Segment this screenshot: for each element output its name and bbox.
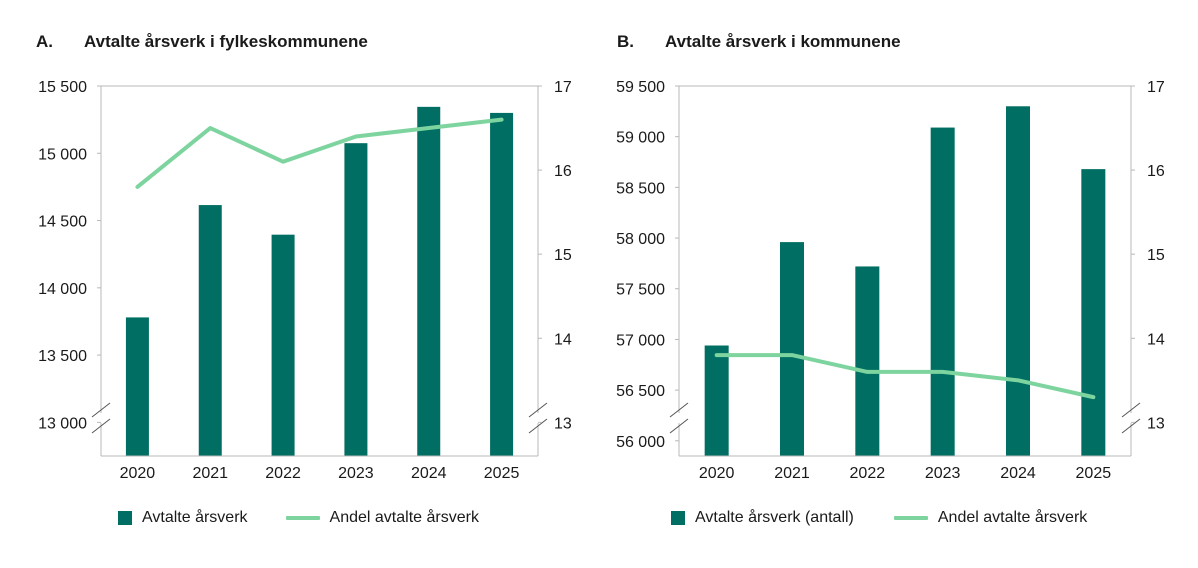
legend-a-bar-swatch <box>118 511 132 525</box>
chart-a-left-axis-break-1 <box>91 402 111 418</box>
chart-b-ytick-right-label: 15 <box>1147 247 1165 264</box>
chart-a-right-axis-break-1 <box>528 402 548 418</box>
chart-b-ytick-left-label: 59 500 <box>616 79 665 96</box>
legend-a-bar-label: Avtalte årsverk <box>142 509 248 526</box>
legend-a-bar-item: Avtalte årsverk <box>118 509 248 527</box>
chart-b-xtick-label: 2025 <box>1076 465 1112 482</box>
chart-b-plot: 56 000 56 500 57 000 57 500 58 000 58 500 59 0… <box>616 79 1165 482</box>
panel-b-letter: B. <box>617 32 634 51</box>
chart-b-ytick-left-label: 58 500 <box>616 180 665 197</box>
chart-b-legend: Avtalte årsverk (antall) Andel avtalte å… <box>671 509 1087 527</box>
chart-b-xtick-label: 2022 <box>850 465 886 482</box>
chart-a-line-series <box>135 117 504 189</box>
chart-b-left-axis-break-1 <box>669 402 689 418</box>
legend-b-bar-label: Avtalte årsverk (antall) <box>695 509 854 526</box>
chart-b-ytick-right-label: 17 <box>1147 79 1165 96</box>
chart-b-bar-2025 <box>1081 169 1106 456</box>
chart-b-line-series <box>714 353 1096 400</box>
legend-b-bar-swatch <box>671 511 685 525</box>
legend-a-line-item: Andel avtalte årsverk <box>285 509 479 527</box>
chart-a-xtick-label: 2021 <box>192 465 228 482</box>
chart-b-ytick-left-label: 57 500 <box>616 282 665 299</box>
chart-b-xtick-label: 2020 <box>699 465 735 482</box>
chart-b-bar-2022 <box>855 266 880 456</box>
chart-b-left-axis-break-2 <box>669 418 689 434</box>
chart-a-ytick-left-label: 15 000 <box>38 146 87 163</box>
chart-a-bar-2021 <box>198 205 222 456</box>
chart-b-ytick-left-label: 57 000 <box>616 332 665 349</box>
chart-a-left-axis-break-2 <box>91 418 111 434</box>
chart-a-plot: 13 000 13 500 14 000 14 500 15 000 15 500 13 14… <box>38 79 572 482</box>
chart-b-xtick-label: 2024 <box>1000 465 1036 482</box>
chart-b-bar-2023 <box>930 127 955 456</box>
chart-b-xtick-label: 2023 <box>925 465 961 482</box>
chart-a-ytick-right-label: 16 <box>554 163 572 180</box>
chart-a-xtick-label: 2024 <box>411 465 447 482</box>
panel-a-title: Avtalte årsverk i fylkeskommunene <box>84 32 368 51</box>
chart-a-xtick-label: 2022 <box>265 465 301 482</box>
chart-a-legend: Avtalte årsverk Andel avtalte årsverk <box>118 509 479 527</box>
chart-a-ytick-right-label: 14 <box>554 331 572 348</box>
legend-b-bar-item: Avtalte årsverk (antall) <box>671 509 854 527</box>
chart-b-ytick-left-label: 56 000 <box>616 434 665 451</box>
chart-b-xtick-label: 2021 <box>774 465 810 482</box>
chart-a-bar-2020 <box>125 317 149 456</box>
chart-a-ytick-right-label: 17 <box>554 79 572 96</box>
chart-panel-b: B. Avtalte årsverk i kommunene 56 000 56 … <box>599 0 1198 568</box>
panel-b-title: Avtalte årsverk i kommunene <box>665 32 901 51</box>
chart-b-ytick-left-label: 59 000 <box>616 130 665 147</box>
legend-b-line-label: Andel avtalte årsverk <box>937 509 1088 526</box>
chart-a-xtick-label: 2023 <box>338 465 374 482</box>
chart-a-ytick-right-label: 13 <box>554 415 572 432</box>
chart-b-bar-2020 <box>704 345 729 456</box>
chart-b-ytick-right-label: 13 <box>1147 415 1165 432</box>
chart-a-ytick-left-label: 13 500 <box>38 348 87 365</box>
chart-a-ytick-left-label: 15 500 <box>38 79 87 96</box>
chart-b-ytick-right-label: 16 <box>1147 163 1165 180</box>
legend-b-line-item: Andel avtalte årsverk <box>893 509 1088 527</box>
chart-b-right-axis-break-1 <box>1121 402 1141 418</box>
panel-a-letter: A. <box>36 32 53 51</box>
chart-a-xtick-label: 2020 <box>120 465 156 482</box>
chart-b-bar-2021 <box>780 242 804 456</box>
legend-b-line-swatch <box>893 516 928 520</box>
chart-b-ytick-right-label: 14 <box>1147 331 1165 348</box>
chart-a-ytick-left-label: 13 000 <box>38 415 87 432</box>
chart-a-bar-2025 <box>490 112 514 456</box>
chart-panel-a: A. Avtalte årsverk i fylkeskommunene 13 … <box>36 32 572 527</box>
chart-a-xtick-label: 2025 <box>484 465 520 482</box>
legend-a-line-swatch <box>285 516 320 520</box>
chart-a-ytick-left-label: 14 500 <box>38 214 87 231</box>
chart-b-right-axis-break-2 <box>1121 418 1141 434</box>
chart-a-bar-2022 <box>271 234 295 456</box>
chart-a-bar-2023 <box>344 143 368 456</box>
chart-b-ytick-left-label: 56 500 <box>616 383 665 400</box>
chart-a-bar-2024 <box>417 106 441 456</box>
legend-a-line-label: Andel avtalte årsverk <box>329 509 479 526</box>
chart-b-bar-2024 <box>1006 106 1030 456</box>
chart-a-ytick-left-label: 14 000 <box>38 281 87 298</box>
chart-b-ytick-left-label: 58 000 <box>616 231 665 248</box>
chart-a-ytick-right-label: 15 <box>554 247 572 264</box>
chart-a-right-axis-break-2 <box>528 418 548 434</box>
